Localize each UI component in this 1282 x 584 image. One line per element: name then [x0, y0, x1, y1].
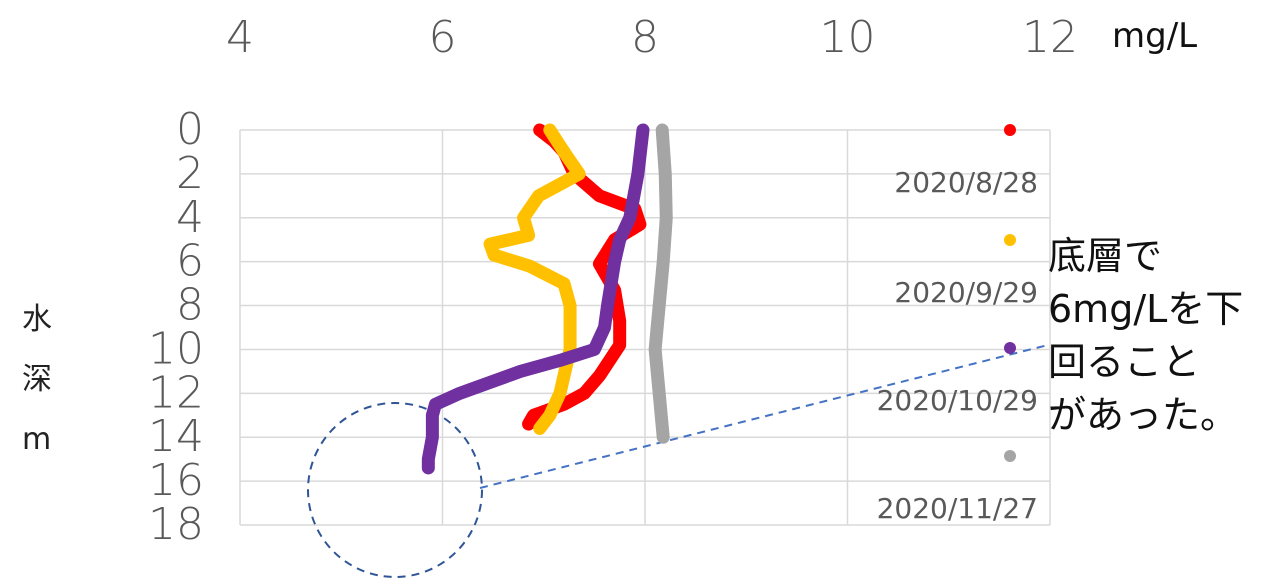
legend-label: 2020/11/27 [877, 492, 1038, 525]
highlight-circle [307, 402, 483, 578]
legend-marker [1004, 450, 1016, 462]
series-line [421, 123, 650, 475]
annotation-line: 6mg/Lを下 [1048, 287, 1244, 331]
x-axis-label: mg/L [1112, 16, 1198, 56]
y-tick-label: 12 [148, 367, 204, 418]
legend-label: 2020/9/29 [894, 276, 1038, 309]
annotation-line: があった。 [1048, 393, 1239, 437]
y-tick-label: 6 [176, 236, 204, 287]
legend-label: 2020/8/28 [894, 166, 1038, 199]
y-tick-label: 8 [176, 280, 204, 331]
y-tick-label: 2 [176, 148, 204, 199]
x-tick-label: 8 [631, 12, 659, 63]
y-tick-label: 10 [148, 323, 204, 374]
annotation: 底層で 6mg/Lを下 回ることがあった。 [1048, 230, 1243, 442]
y-tick-label: 4 [176, 192, 204, 243]
x-tick-label: 6 [429, 12, 457, 63]
legend-marker [1004, 342, 1016, 354]
y-tick-label: 0 [176, 104, 204, 155]
x-tick-label: 4 [226, 12, 254, 63]
legend-marker [1004, 124, 1016, 136]
legend-label: 2020/10/29 [877, 384, 1038, 417]
series-line [483, 123, 586, 435]
y-axis-label: 水深m [22, 302, 52, 457]
annotation-line: 回ること [1048, 340, 1201, 384]
series-line [648, 123, 673, 444]
legend-marker [1004, 234, 1016, 246]
annotation-line: 底層で [1048, 234, 1163, 278]
y-tick-label: 18 [148, 499, 204, 550]
x-tick-label: 10 [820, 12, 876, 63]
x-tick-label: 12 [1022, 12, 1078, 63]
y-tick-label: 14 [148, 411, 204, 462]
y-tick-label: 16 [148, 455, 204, 506]
